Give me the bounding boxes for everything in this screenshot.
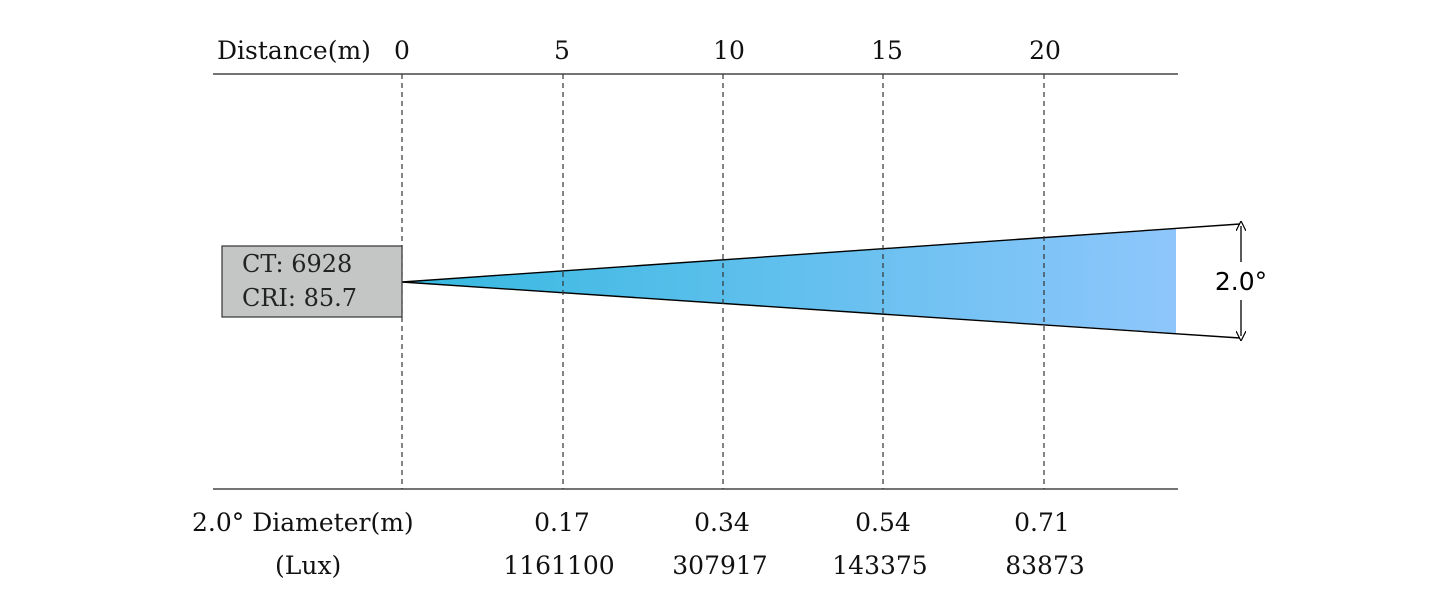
color-temperature-text: CT: 6928 bbox=[242, 250, 352, 278]
lux-value: 83873 bbox=[1005, 551, 1085, 580]
beam-angle-label: 2.0° bbox=[1215, 267, 1267, 296]
distance-axis-label: Distance(m) bbox=[217, 36, 371, 65]
beam-upper-edge bbox=[401, 223, 1241, 283]
distance-tick-label: 0 bbox=[394, 36, 410, 65]
distance-tick-label: 10 bbox=[713, 36, 745, 65]
distance-tick-label: 20 bbox=[1029, 36, 1061, 65]
distance-tick-label: 5 bbox=[554, 36, 570, 65]
distance-tick-label: 15 bbox=[871, 36, 903, 65]
beam-lower-edge bbox=[401, 281, 1241, 339]
lux-row-label: (Lux) bbox=[275, 551, 341, 580]
diameter-row-label: 2.0° Diameter(m) bbox=[192, 508, 414, 537]
angle-label-backdrop bbox=[1208, 262, 1274, 300]
lux-value: 307917 bbox=[672, 551, 767, 580]
lux-value: 143375 bbox=[832, 551, 927, 580]
diameter-value: 0.71 bbox=[1014, 508, 1070, 537]
diameter-value: 0.17 bbox=[534, 508, 590, 537]
cri-text: CRI: 85.7 bbox=[242, 284, 357, 312]
beam-cone bbox=[402, 229, 1176, 333]
info-box bbox=[221, 245, 403, 318]
diameter-value: 0.34 bbox=[694, 508, 750, 537]
diameter-value: 0.54 bbox=[855, 508, 911, 537]
lux-value: 1161100 bbox=[503, 551, 614, 580]
